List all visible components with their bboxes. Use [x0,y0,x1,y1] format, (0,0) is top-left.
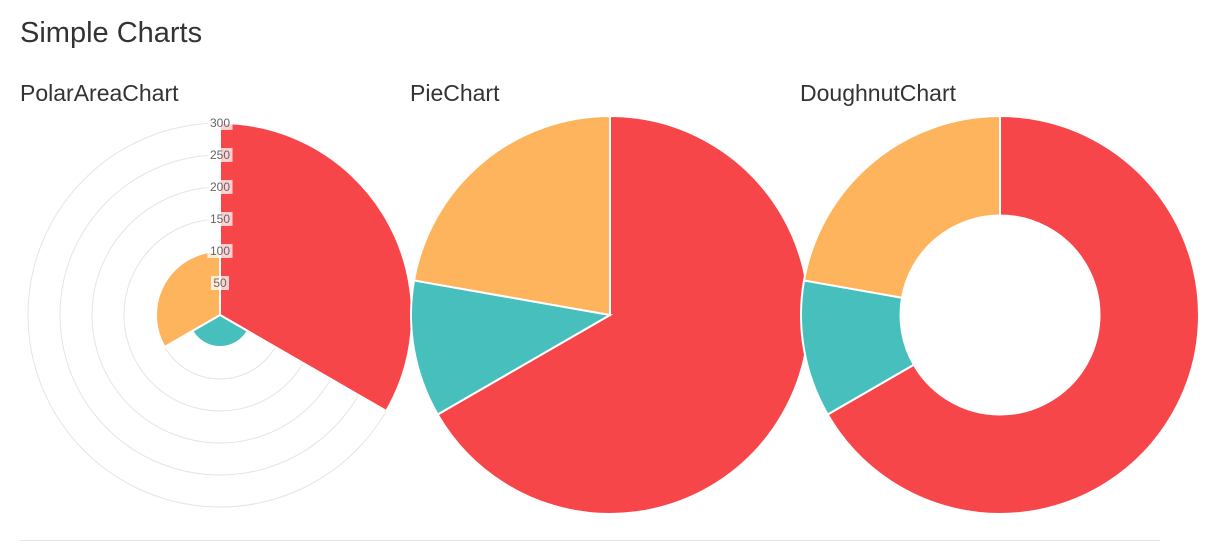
polar-segment-3[interactable] [155,249,221,349]
section-divider [20,540,1160,541]
polar-tick-label: 300 [210,116,230,130]
polar-tick-50: 50 [211,276,229,290]
polar-ticks: 50 100 150 200 250 300 [207,116,233,290]
doughnut-chart-title: DoughnutChart [800,80,956,106]
polar-tick-250: 250 [207,148,233,162]
pie-slice-2[interactable] [410,279,613,416]
polar-tick-300: 300 [207,116,233,130]
doughnut-chart [800,114,1200,515]
page-title: Simple Charts [20,17,203,49]
polar-tick-label: 250 [210,148,230,162]
doughnut-slice-1[interactable] [826,114,1200,515]
polar-tick-150: 150 [207,212,233,226]
polar-tick-label: 50 [213,276,227,290]
polar-segments [155,121,413,413]
polar-tick-label: 200 [210,180,230,194]
pie-slice-1[interactable] [436,114,810,515]
polar-segment-2[interactable] [190,313,250,348]
pie-segments [410,114,810,515]
doughnut-segments [800,114,1200,515]
polar-area-chart: 50 100 150 200 250 300 [27,116,413,508]
polar-tick-100: 100 [207,244,233,258]
polar-tick-200: 200 [207,180,233,194]
polar-area-chart-title: PolarAreaChart [20,80,179,106]
pie-chart-title: PieChart [410,80,500,106]
pie-slice-3[interactable] [412,114,611,317]
polar-tick-label: 150 [210,212,230,226]
polar-segment-1[interactable] [219,121,413,413]
pie-chart [410,114,810,515]
polar-tick-label: 100 [210,244,230,258]
doughnut-slice-3[interactable] [802,114,1001,299]
